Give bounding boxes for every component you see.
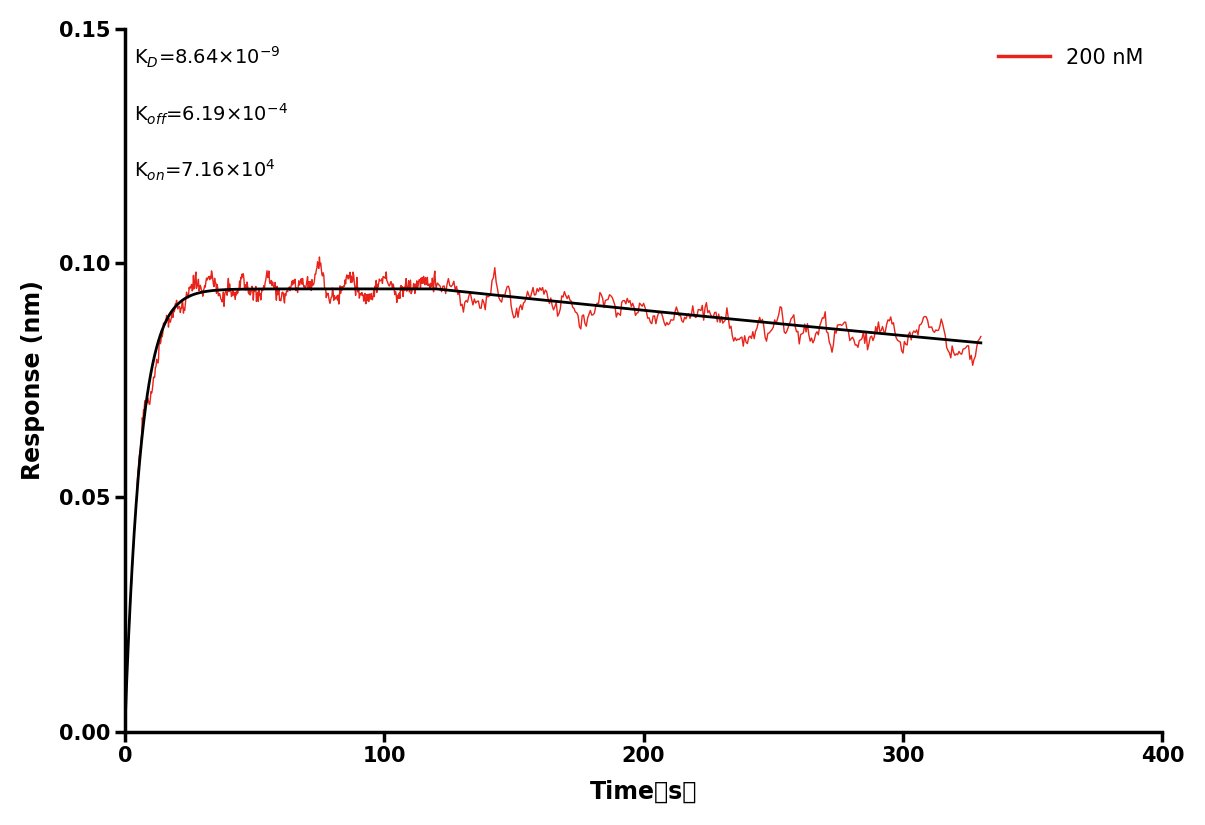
200 nM: [883, 312, 898, 322]
200 nM: [543, 293, 558, 303]
200 nM: [118, 727, 133, 737]
Line: 200 nM: 200 nM: [125, 257, 981, 732]
200 nM: [974, 332, 988, 342]
200 nM: [166, 307, 181, 317]
Y-axis label: Response (nm): Response (nm): [20, 280, 45, 480]
200 nM: [787, 310, 801, 320]
Text: K$_{on}$=7.16×10$^{4}$: K$_{on}$=7.16×10$^{4}$: [134, 158, 276, 183]
200 nM: [200, 273, 214, 283]
200 nM: [312, 252, 327, 262]
X-axis label: Time（s）: Time（s）: [590, 780, 698, 804]
Legend: 200 nM: 200 nM: [989, 40, 1152, 76]
Text: K$_{off}$=6.19×10$^{-4}$: K$_{off}$=6.19×10$^{-4}$: [134, 101, 288, 127]
200 nM: [740, 339, 754, 349]
Text: K$_D$=8.64×10$^{-9}$: K$_D$=8.64×10$^{-9}$: [134, 45, 281, 70]
